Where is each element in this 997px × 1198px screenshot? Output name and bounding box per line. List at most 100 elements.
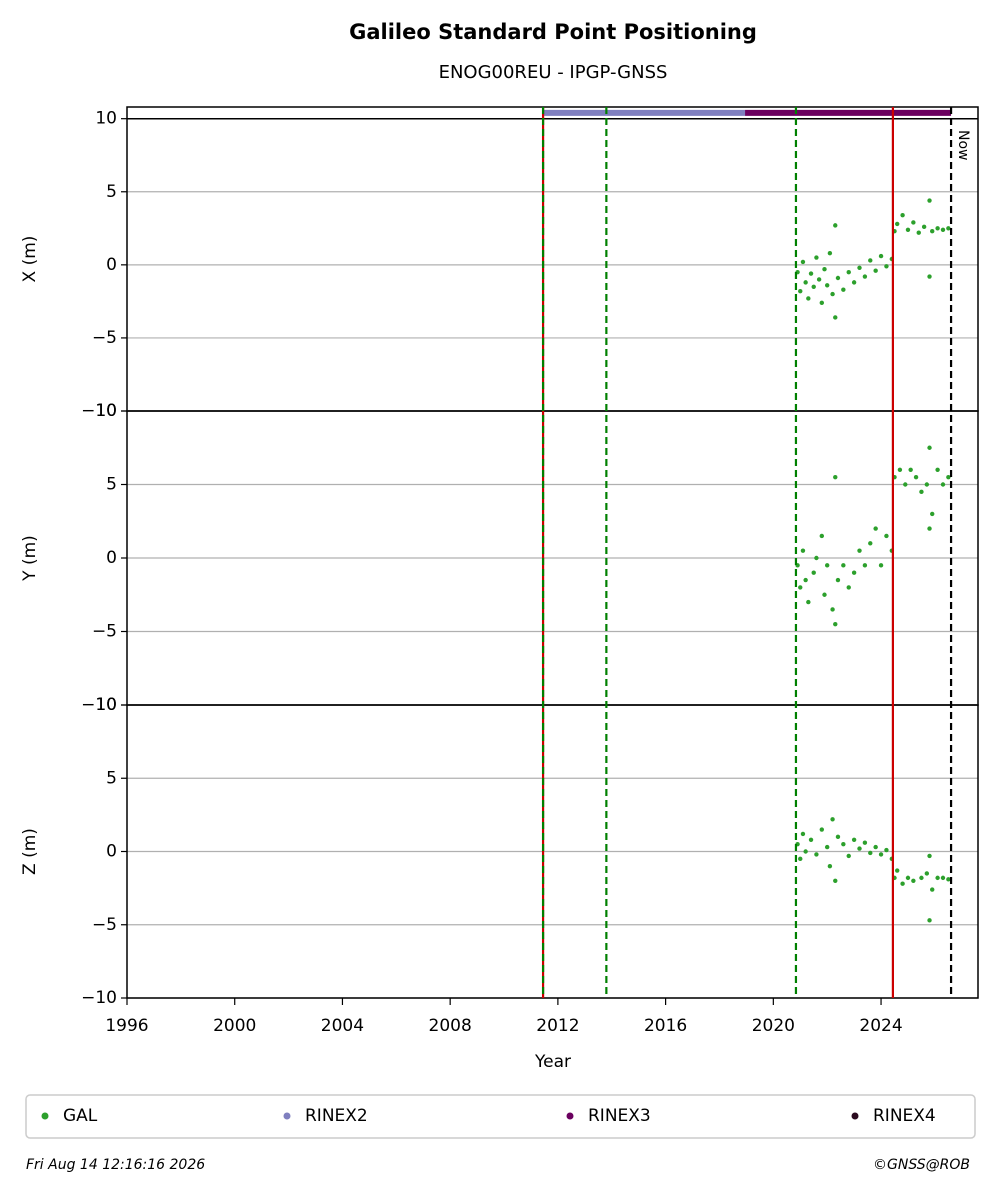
y-tick-label: 10 [95,401,117,421]
data-point [900,212,905,218]
data-point [819,533,825,539]
data-point [833,474,838,480]
data-point [927,445,932,450]
data-point [851,837,857,842]
data-point [927,918,932,923]
data-point [827,250,833,256]
legend-marker [566,1112,574,1120]
data-point [835,834,841,840]
data-point [919,875,924,881]
data-point [800,259,806,265]
data-point [930,229,935,234]
data-point [811,284,816,289]
data-point [862,840,868,845]
data-point [930,887,935,892]
legend-marker [851,1112,859,1120]
data-point [833,878,838,883]
data-point [800,831,806,837]
x-tick-label: 2020 [752,1016,795,1036]
data-point [814,555,819,561]
legend-label: GAL [63,1106,98,1126]
data-point [946,226,951,231]
data-point [806,599,811,605]
data-point [935,467,940,472]
y-tick-label: 5 [106,182,117,202]
data-point [857,265,862,270]
data-point [873,526,878,531]
data-point [895,221,900,227]
data-point [924,871,930,876]
data-point [921,224,927,230]
y-tick-label: −10 [81,988,117,1008]
legend-box [25,1094,976,1139]
x-axis-label: Year [534,1052,571,1072]
data-point [940,482,946,487]
data-point [824,283,830,288]
data-point [822,267,827,272]
data-point [916,230,921,235]
data-point [857,846,862,851]
y-axis-label: Z (m) [20,828,40,875]
data-point [830,291,835,297]
data-point [940,875,946,881]
data-point [905,227,911,232]
data-point [806,296,811,301]
data-point [798,856,803,862]
data-point [862,563,868,568]
data-point [873,844,878,850]
y-tick-label: 10 [95,109,117,129]
data-point [927,853,932,859]
footer-date: Fri Aug 14 12:16:16 2026 [26,1157,205,1173]
data-point [913,474,919,480]
data-point [830,607,835,612]
y-tick-label: 5 [106,768,117,788]
data-point [800,548,806,553]
data-point [846,585,851,590]
data-point [897,467,903,472]
y-tick-label: 0 [106,842,117,862]
y-tick-label: −5 [92,622,117,642]
data-point [935,226,940,231]
y-axis-label: X (m) [20,236,40,283]
data-point [895,868,900,873]
chart-title: Galileo Standard Point Positioning [349,20,757,44]
data-point [830,817,835,822]
data-point [857,548,862,553]
data-point [905,875,911,881]
data-point [814,255,819,260]
data-point [835,275,841,281]
legend-marker [41,1112,49,1120]
data-point [940,227,946,232]
data-point [808,837,814,842]
data-point [884,847,889,853]
y-tick-label: 0 [106,548,117,568]
x-tick-label: 1996 [105,1016,148,1036]
data-point [814,852,819,857]
x-tick-label: 2000 [213,1016,256,1036]
data-point [911,220,916,225]
data-point [851,570,857,575]
data-point [903,482,908,487]
data-point [835,577,841,583]
y-tick-label: 0 [106,255,117,275]
data-point [803,849,808,854]
y-tick-label: −10 [81,695,117,715]
data-point [798,585,803,590]
data-point [927,198,932,203]
data-point [908,467,913,472]
y-tick-label: 5 [106,475,117,495]
x-tick-label: 2016 [644,1016,687,1036]
data-point [841,287,846,292]
data-point [911,878,916,883]
data-point [924,482,930,487]
data-point [884,264,889,269]
data-point [841,563,846,568]
data-point [946,474,951,480]
legend-marker [283,1112,291,1120]
data-point [868,541,873,546]
chart-subtitle: ENOG00REU - IPGP-GNSS [439,62,668,83]
x-tick-label: 2024 [859,1016,902,1036]
y-tick-label: −10 [81,401,117,421]
panel-frame [126,106,979,412]
